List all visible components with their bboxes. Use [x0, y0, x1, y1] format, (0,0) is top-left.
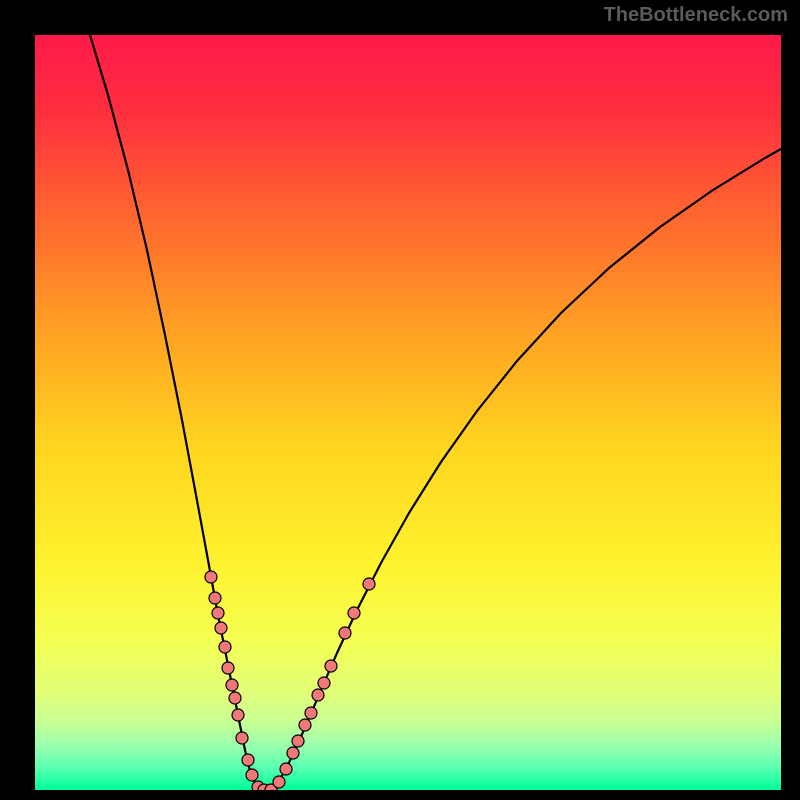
chart-plot-area: [35, 35, 781, 790]
watermark-text: TheBottleneck.com: [604, 4, 788, 27]
heatmap-gradient-background: [35, 35, 781, 790]
